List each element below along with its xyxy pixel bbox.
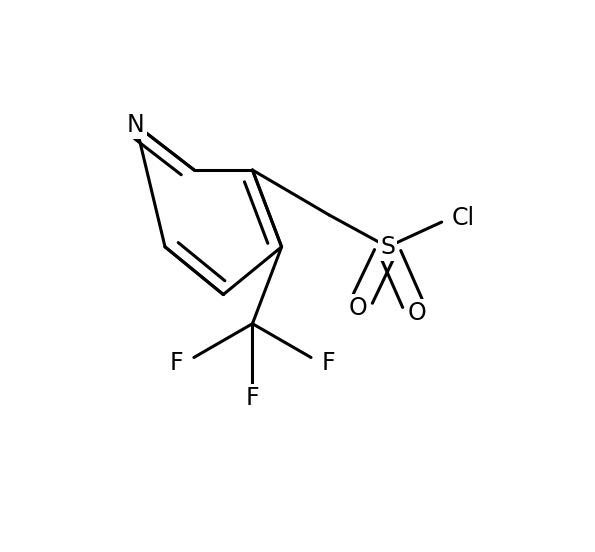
Text: N: N [127, 113, 145, 137]
Text: O: O [408, 301, 426, 325]
Text: F: F [246, 386, 259, 410]
Text: S: S [380, 235, 395, 259]
Text: O: O [349, 296, 368, 320]
Text: F: F [321, 352, 335, 375]
Text: F: F [170, 352, 184, 375]
Text: Cl: Cl [451, 206, 474, 230]
